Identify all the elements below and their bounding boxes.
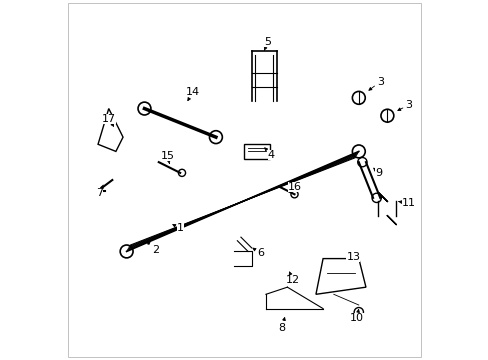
Text: 14: 14 bbox=[185, 87, 200, 100]
Text: 12: 12 bbox=[285, 272, 299, 285]
Text: 7: 7 bbox=[96, 185, 103, 198]
Text: 3: 3 bbox=[368, 77, 383, 90]
Text: 2: 2 bbox=[147, 242, 159, 255]
Polygon shape bbox=[315, 258, 365, 294]
Text: 16: 16 bbox=[287, 182, 301, 192]
Text: 11: 11 bbox=[398, 198, 415, 208]
Text: 4: 4 bbox=[264, 148, 274, 160]
Polygon shape bbox=[98, 109, 123, 152]
Text: 6: 6 bbox=[252, 248, 264, 258]
Text: 10: 10 bbox=[349, 309, 363, 323]
Text: 8: 8 bbox=[278, 318, 285, 333]
Text: 15: 15 bbox=[161, 151, 174, 163]
Text: 13: 13 bbox=[346, 252, 360, 262]
Text: 9: 9 bbox=[373, 168, 381, 178]
Text: 17: 17 bbox=[102, 113, 116, 126]
Text: 1: 1 bbox=[172, 223, 183, 233]
FancyBboxPatch shape bbox=[244, 144, 269, 158]
Text: 5: 5 bbox=[264, 37, 271, 50]
Text: 3: 3 bbox=[397, 100, 411, 111]
